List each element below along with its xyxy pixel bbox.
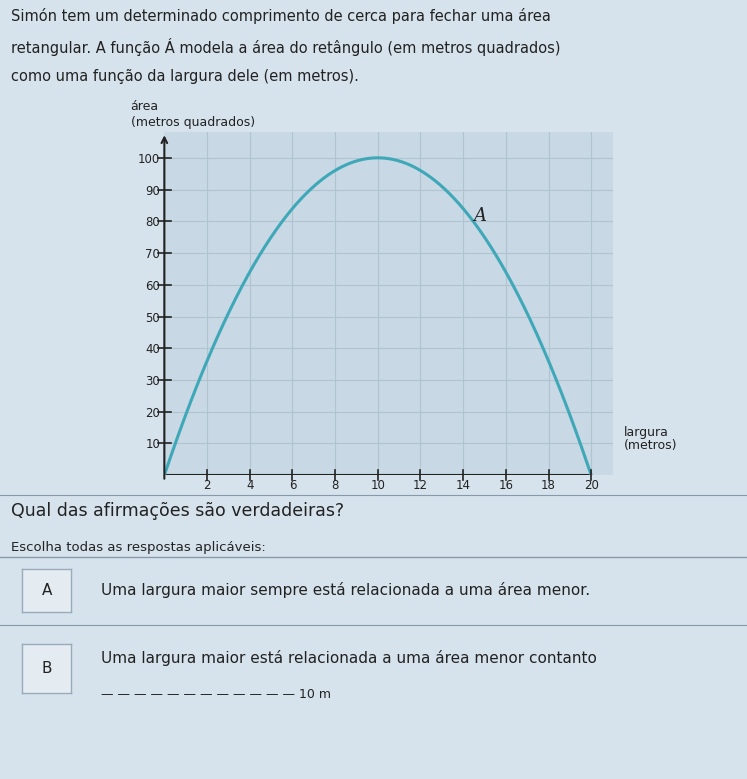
Text: Simón tem um determinado comprimento de cerca para fechar uma área: Simón tem um determinado comprimento de … <box>11 8 551 24</box>
Text: Uma largura maior sempre está relacionada a uma área menor.: Uma largura maior sempre está relacionad… <box>101 582 590 597</box>
Text: A: A <box>474 207 487 225</box>
Text: Uma largura maior está relacionada a uma área menor contanto: Uma largura maior está relacionada a uma… <box>101 650 597 666</box>
Text: A: A <box>42 583 52 597</box>
Text: Escolha todas as respostas aplicáveis:: Escolha todas as respostas aplicáveis: <box>11 541 266 555</box>
Text: como uma função da largura dele (em metros).: como uma função da largura dele (em metr… <box>11 69 359 84</box>
Text: — — — — — — — — — — — — 10 m: — — — — — — — — — — — — 10 m <box>101 689 331 701</box>
Text: retangular. A função Á modela a área do retângulo (em metros quadrados): retangular. A função Á modela a área do … <box>11 38 561 57</box>
Text: área: área <box>131 100 159 113</box>
Text: Qual das afirmações são verdadeiras?: Qual das afirmações são verdadeiras? <box>11 502 344 520</box>
Text: largura: largura <box>624 426 669 439</box>
Text: (metros): (metros) <box>624 439 678 452</box>
Text: B: B <box>41 661 52 676</box>
Text: (metros quadrados): (metros quadrados) <box>131 115 255 129</box>
